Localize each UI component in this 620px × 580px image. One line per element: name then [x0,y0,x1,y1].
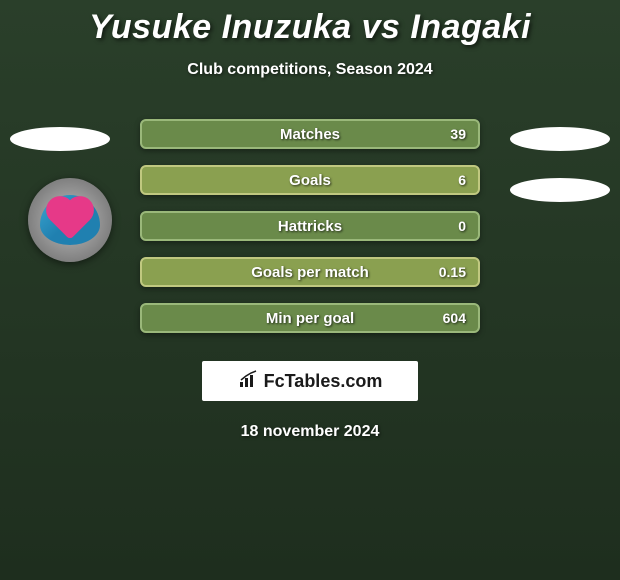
stat-label: Goals per match [251,264,369,281]
stat-bar: Hattricks 0 [140,211,480,241]
stats-container: Matches 39 Goals 6 Hattricks 0 Goals per… [0,119,620,333]
stat-row-matches: Matches 39 [0,119,620,149]
stat-row-gpm: Goals per match 0.15 [0,257,620,287]
stat-label: Min per goal [266,310,354,327]
brand-text: FcTables.com [264,371,383,392]
stat-value: 39 [450,126,466,142]
stat-bar: Goals 6 [140,165,480,195]
subtitle: Club competitions, Season 2024 [0,61,620,79]
page-title: Yusuke Inuzuka vs Inagaki [0,0,620,47]
stat-row-hattricks: Hattricks 0 [0,211,620,241]
date-text: 18 november 2024 [0,423,620,441]
stat-label: Matches [280,126,340,143]
stat-value: 0 [458,218,466,234]
stat-label: Goals [289,172,331,189]
stat-label: Hattricks [278,218,342,235]
brand-box[interactable]: FcTables.com [202,361,418,401]
stat-value: 6 [458,172,466,188]
stat-bar: Goals per match 0.15 [140,257,480,287]
stat-bar: Min per goal 604 [140,303,480,333]
stat-row-mpg: Min per goal 604 [0,303,620,333]
stat-value: 0.15 [439,264,466,280]
stat-bar: Matches 39 [140,119,480,149]
stat-value: 604 [443,310,466,326]
chart-icon [238,370,260,393]
stat-row-goals: Goals 6 [0,165,620,195]
